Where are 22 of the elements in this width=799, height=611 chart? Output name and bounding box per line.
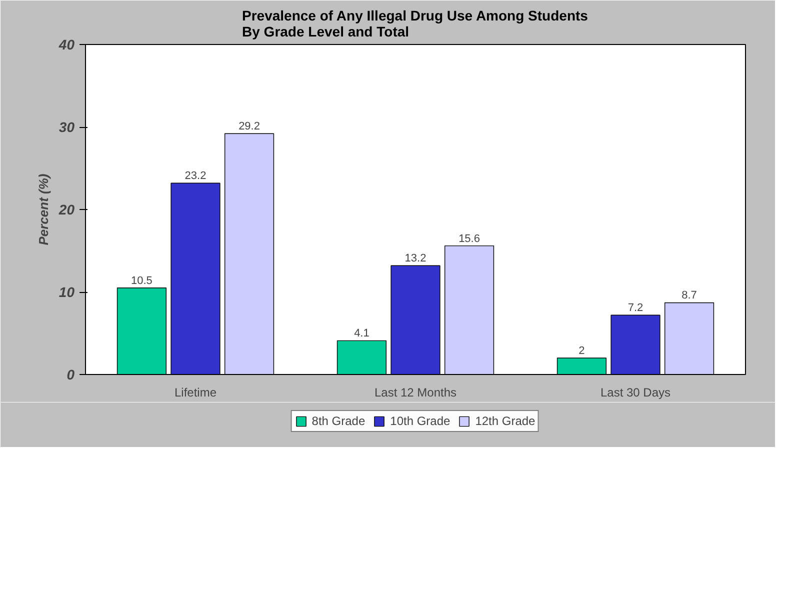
data-label: 10.5	[131, 274, 152, 287]
data-label: 13.2	[404, 252, 426, 265]
y-tick-label: 40	[58, 36, 75, 52]
data-label: 8.7	[682, 290, 697, 302]
data-label: 7.2	[628, 302, 644, 314]
data-label: 23.2	[184, 170, 206, 182]
data-label: 4.1	[354, 328, 370, 340]
y-axis-title: Percent (%)	[36, 174, 51, 246]
data-label: 15.6	[458, 232, 480, 245]
data-label: 29.2	[238, 120, 260, 133]
legend-label: 10th Grade	[390, 414, 450, 428]
y-tick-label: 0	[66, 366, 75, 382]
chart-title: Prevalence of Any Illegal Drug Use Among Students By Grade Level and Total	[242, 8, 588, 40]
y-tick-label: 10	[58, 284, 75, 300]
x-tick-label: Last 12 Months	[374, 386, 457, 400]
y-tick-label: 20	[58, 202, 75, 218]
legend-label: 12th Grade	[475, 414, 536, 428]
legend-label: 8th Grade	[312, 414, 366, 428]
x-tick-label: Last 30 Days	[600, 386, 671, 400]
data-label: 2	[578, 345, 585, 357]
y-tick-label: 30	[58, 119, 75, 135]
x-tick-label: Lifetime	[174, 386, 217, 400]
